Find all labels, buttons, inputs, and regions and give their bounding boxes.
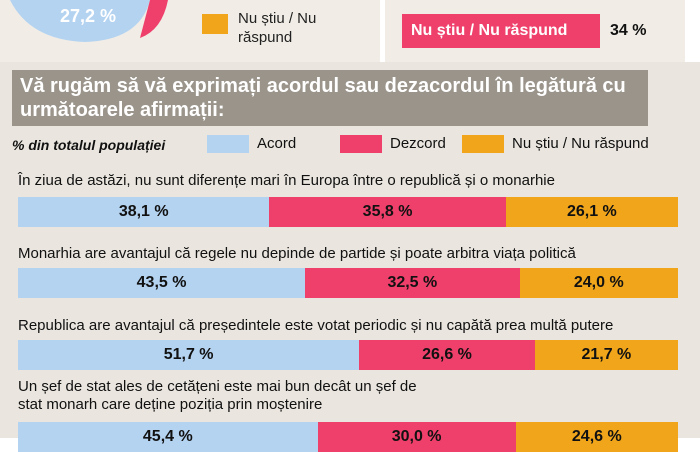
pie-fragment: 27,2 %: [10, 0, 168, 42]
legend-swatch-dont-know: [202, 14, 228, 34]
bar-2: 43,5 % 32,5 % 24,0 %: [18, 268, 678, 298]
data-label: 26,1 %: [566, 203, 617, 220]
data-label: 51,7 %: [163, 346, 214, 363]
bar-segment: [18, 197, 270, 227]
bar-segment: [519, 268, 678, 298]
dont-know-percent: 34 %: [610, 22, 647, 39]
legend-label-nu-stiu: Nu știu / Nu răspund: [512, 135, 649, 152]
statement-3: Republica are avantajul că președintele …: [18, 317, 614, 334]
data-label: 32,5 %: [387, 274, 438, 291]
statement-4: Un șef de stat ales de cetățeni este mai…: [18, 378, 417, 413]
data-label: 30,0 %: [391, 428, 442, 445]
statement-1: În ziua de astăzi, nu sunt diferențe mar…: [18, 172, 555, 189]
bar-segment: [269, 197, 506, 227]
bar-segment: [534, 340, 678, 370]
legend-swatch-acord: [207, 135, 249, 153]
legend-swatch-dezcord: [340, 135, 382, 153]
data-label: 21,7 %: [581, 346, 632, 363]
statement-2: Monarhia are avantajul că regele nu depi…: [18, 245, 576, 262]
dont-know-badge: Nu știu / Nu răspund: [402, 14, 600, 48]
bar-1: 38,1 % 35,8 % 26,1 %: [18, 197, 678, 227]
data-label: 38,1 %: [118, 203, 169, 220]
unit-note: % din totalul populației: [12, 137, 166, 153]
pie-slice-label: 27,2 %: [60, 6, 116, 26]
bar-3: 51,7 % 26,6 % 21,7 %: [18, 340, 678, 370]
bar-segment: [505, 197, 678, 227]
data-label: 45,4 %: [142, 428, 193, 445]
bar-segment: [18, 340, 360, 370]
data-label: 35,8 %: [362, 203, 413, 220]
legend-label-dont-know: Nu știu / Nu răspund: [238, 10, 317, 46]
data-label: 43,5 %: [136, 274, 187, 291]
bar-segment: [305, 268, 520, 298]
data-label: 26,6 %: [422, 346, 472, 363]
data-label: 24,0 %: [573, 274, 624, 291]
bar-4: 45,4 % 30,0 % 24,6 %: [18, 422, 678, 452]
legend-swatch-nu-stiu: [462, 135, 504, 153]
bar-segment: [18, 268, 306, 298]
chart-title: Vă rugăm să vă exprimați acordul sau dez…: [12, 70, 648, 126]
bar-segment: [359, 340, 535, 370]
legend-label-acord: Acord: [257, 135, 297, 152]
legend-label-dezcord: Dezcord: [390, 135, 446, 152]
legend: % din totalul populației Acord Dezcord N…: [12, 135, 692, 157]
data-label: 24,6 %: [571, 428, 622, 445]
